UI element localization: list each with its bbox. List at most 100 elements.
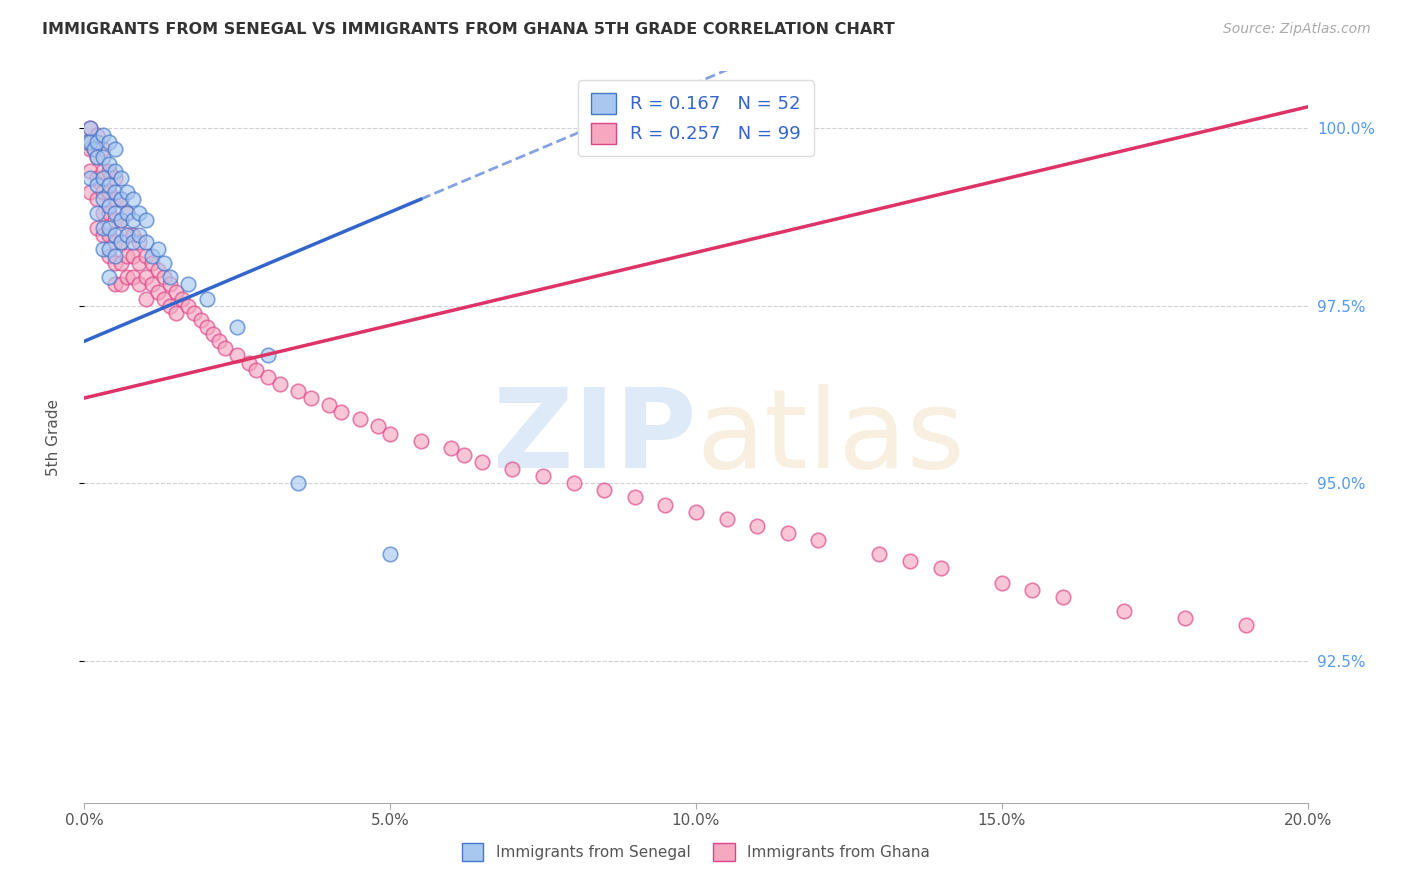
Point — [110, 170, 132, 185]
Point — [86, 220, 108, 235]
Point — [97, 220, 120, 235]
Point — [97, 163, 120, 178]
Point — [79, 143, 101, 157]
Point — [159, 270, 181, 285]
Point — [141, 249, 163, 263]
Point — [104, 235, 127, 249]
Point — [201, 327, 224, 342]
Point — [86, 128, 108, 143]
Point — [146, 285, 169, 299]
Point — [562, 476, 585, 491]
Point — [1021, 582, 1043, 597]
Point — [110, 235, 132, 249]
Point — [330, 405, 353, 419]
Point — [91, 242, 114, 256]
Point — [146, 263, 169, 277]
Point — [1174, 611, 1197, 625]
Point — [79, 121, 101, 136]
Point — [91, 206, 114, 220]
Point — [91, 227, 114, 242]
Point — [807, 533, 830, 547]
Point — [172, 292, 194, 306]
Point — [226, 320, 249, 334]
Point — [91, 143, 114, 157]
Point — [97, 136, 120, 150]
Point — [141, 256, 163, 270]
Point — [86, 206, 108, 220]
Point — [91, 170, 114, 185]
Point — [97, 156, 120, 170]
Point — [110, 213, 132, 227]
Point — [122, 249, 145, 263]
Point — [153, 256, 176, 270]
Point — [716, 512, 738, 526]
Point — [86, 192, 108, 206]
Point — [269, 376, 291, 391]
Point — [115, 185, 138, 199]
Point — [104, 143, 127, 157]
Point — [83, 143, 105, 157]
Point — [367, 419, 389, 434]
Point — [593, 483, 616, 498]
Point — [135, 213, 157, 227]
Point — [115, 227, 138, 242]
Point — [97, 185, 120, 199]
Point — [141, 277, 163, 292]
Point — [122, 235, 145, 249]
Point — [91, 192, 114, 206]
Point — [79, 121, 101, 136]
Point — [115, 227, 138, 242]
Point — [624, 491, 647, 505]
Point — [97, 270, 120, 285]
Point — [128, 227, 150, 242]
Point — [122, 270, 145, 285]
Point — [86, 170, 108, 185]
Point — [471, 455, 494, 469]
Point — [165, 285, 187, 299]
Point — [91, 220, 114, 235]
Point — [115, 249, 138, 263]
Point — [97, 206, 120, 220]
Point — [110, 192, 132, 206]
Point — [110, 256, 132, 270]
Point — [177, 277, 200, 292]
Point — [104, 213, 127, 227]
Point — [502, 462, 524, 476]
Point — [929, 561, 952, 575]
Point — [159, 277, 181, 292]
Point — [1052, 590, 1074, 604]
Point — [76, 136, 98, 150]
Y-axis label: 5th Grade: 5th Grade — [46, 399, 60, 475]
Point — [115, 206, 138, 220]
Point — [97, 199, 120, 213]
Point — [776, 525, 799, 540]
Text: ZIP: ZIP — [492, 384, 696, 491]
Point — [318, 398, 340, 412]
Point — [86, 150, 108, 164]
Point — [97, 178, 120, 192]
Point — [183, 306, 205, 320]
Point — [440, 441, 463, 455]
Text: Source: ZipAtlas.com: Source: ZipAtlas.com — [1223, 22, 1371, 37]
Point — [79, 163, 101, 178]
Point — [153, 292, 176, 306]
Point — [195, 320, 218, 334]
Point — [91, 185, 114, 199]
Point — [97, 242, 120, 256]
Point — [349, 412, 371, 426]
Point — [122, 213, 145, 227]
Point — [104, 185, 127, 199]
Point — [654, 498, 676, 512]
Point — [685, 505, 707, 519]
Point — [104, 170, 127, 185]
Point — [177, 299, 200, 313]
Point — [86, 136, 108, 150]
Point — [122, 227, 145, 242]
Point — [165, 306, 187, 320]
Point — [1236, 618, 1258, 632]
Point — [97, 227, 120, 242]
Point — [214, 341, 236, 355]
Point — [91, 150, 114, 164]
Point — [104, 249, 127, 263]
Point — [128, 235, 150, 249]
